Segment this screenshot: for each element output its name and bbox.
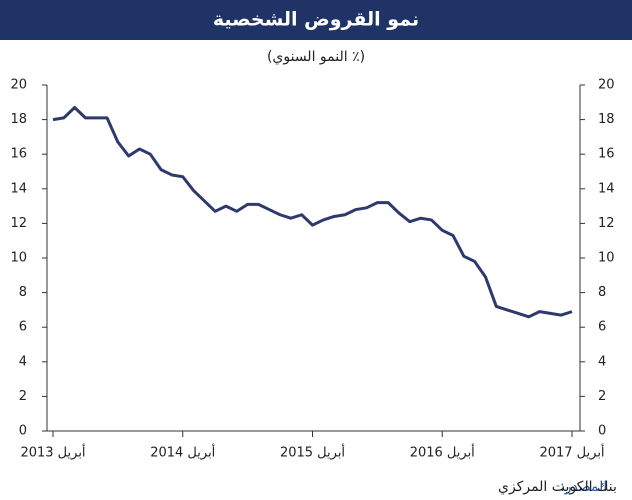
x-tick-label: أبريل 2016: [410, 444, 475, 461]
y-tick-label: 4: [19, 354, 27, 369]
y2-tick-label: 4: [598, 354, 606, 369]
source-text: بنك الكويت المركزي: [498, 479, 617, 495]
y-tick-label: 8: [19, 285, 27, 300]
chart-subtitle: (٪ النمو السنوي): [267, 49, 365, 65]
y2-tick-label: 14: [598, 181, 615, 196]
y2-tick-label: 18: [598, 112, 615, 127]
x-tick-label: أبريل 2013: [20, 444, 85, 461]
line-series: [52, 105, 573, 319]
chart-title: نمو القروض الشخصية: [213, 9, 419, 31]
y2-tick-label: 16: [598, 147, 615, 162]
y2-tick-label: 2: [598, 389, 606, 404]
y-tick-label: 20: [10, 78, 27, 93]
y2-tick-label: 8: [598, 285, 606, 300]
y2-tick-label: 0: [598, 424, 606, 439]
x-tick-label: أبريل 2014: [150, 444, 215, 461]
x-tick-label: أبريل 2017: [539, 444, 604, 461]
y-tick-label: 2: [19, 389, 27, 404]
y-tick-label: 10: [10, 251, 27, 266]
y-tick-label: 14: [10, 181, 27, 196]
title-bar: [0, 0, 632, 40]
y-tick-label: 16: [10, 147, 27, 162]
y-tick-label: 12: [10, 216, 27, 231]
y2-tick-label: 20: [598, 78, 615, 93]
y2-tick-label: 10: [598, 251, 615, 266]
y-tick-label: 18: [10, 112, 27, 127]
y2-tick-label: 6: [598, 320, 606, 335]
y-tick-label: 0: [19, 424, 27, 439]
source-label: المصدر:: [560, 479, 607, 495]
x-tick-label: أبريل 2015: [280, 444, 345, 461]
y2-tick-label: 12: [598, 216, 615, 231]
y-tick-label: 6: [19, 320, 27, 335]
